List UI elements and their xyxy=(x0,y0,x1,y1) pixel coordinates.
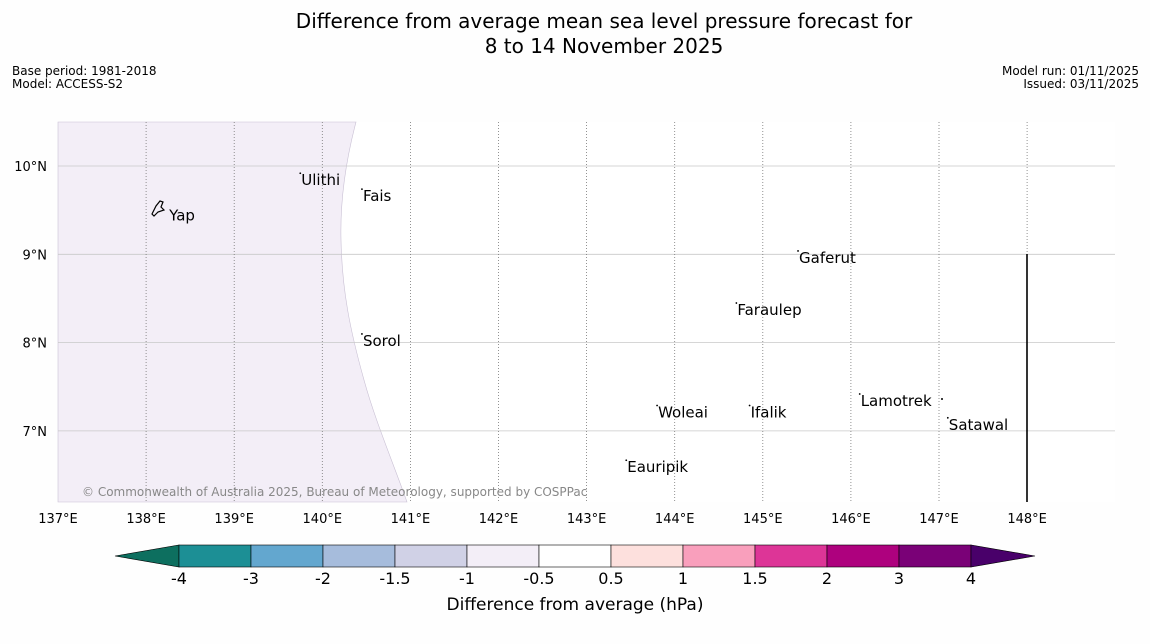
colorbar-tick-label: 4 xyxy=(966,569,976,588)
longitude-label: 143°E xyxy=(567,512,607,527)
colorbar-extend-low xyxy=(114,544,180,568)
place-label: Ifalik xyxy=(751,403,787,421)
latitude-label: 7°N xyxy=(23,425,48,440)
longitude-label: 137°E xyxy=(38,512,78,527)
base-period: Base period: 1981-2018 xyxy=(12,64,157,78)
longitude-label: 146°E xyxy=(831,512,871,527)
colorbar-label: Difference from average (hPa) xyxy=(447,595,704,615)
latitude-label: 10°N xyxy=(14,160,47,175)
title-line-1: Difference from average mean sea level p… xyxy=(295,9,913,33)
longitude-label: 141°E xyxy=(391,512,431,527)
colorbar-tick-label: -2 xyxy=(315,569,331,588)
colorbar-tick-label: -3 xyxy=(243,569,259,588)
colorbar-tick-label: -0.5 xyxy=(523,569,554,588)
longitude-label: 144°E xyxy=(655,512,695,527)
colorbar-segment xyxy=(610,544,684,568)
colorbar-tick-label: 1 xyxy=(678,569,688,588)
colorbar-tick-label: 3 xyxy=(894,569,904,588)
colorbar-segment xyxy=(466,544,540,568)
colorbar-tick-label: -4 xyxy=(171,569,187,588)
colorbar-segment xyxy=(754,544,828,568)
place-label: Sorol xyxy=(363,332,401,350)
chart-title: Difference from average mean sea level p… xyxy=(0,9,1150,59)
longitude-label: 145°E xyxy=(743,512,783,527)
anomaly-region xyxy=(57,121,408,503)
place-label: Lamotrek xyxy=(861,392,932,410)
place-label: Gaferut xyxy=(799,249,856,267)
place-marker xyxy=(299,172,302,175)
colorbar: -4 -3 -2 -1.5 -1 -0.5 0.5 1 1.5 2 3 4 xyxy=(114,544,1036,588)
model-name: Model: ACCESS-S2 xyxy=(12,77,124,91)
longitude-label: 142°E xyxy=(479,512,519,527)
place-marker xyxy=(748,404,751,407)
longitude-label: 139°E xyxy=(214,512,254,527)
place-marker xyxy=(858,393,861,395)
latitude-labels: 10°N 9°N 8°N 7°N xyxy=(14,160,47,440)
colorbar-segment xyxy=(826,544,900,568)
place-marker xyxy=(625,459,628,462)
place-label: Ulithi xyxy=(301,171,340,189)
colorbar-segment xyxy=(682,544,756,568)
colorbar-tick-label: 1.5 xyxy=(742,569,767,588)
latitude-label: 8°N xyxy=(23,337,48,352)
meta-right: Model run: 01/11/2025 Issued: 03/11/2025 xyxy=(1002,65,1139,91)
place-marker xyxy=(361,188,363,191)
colorbar-tick-label: 0.5 xyxy=(598,569,623,588)
copyright-text: © Commonwealth of Australia 2025, Bureau… xyxy=(82,485,587,499)
colorbar-segment xyxy=(394,544,468,568)
longitude-label: 140°E xyxy=(303,512,343,527)
colorbar-segment xyxy=(898,544,972,568)
place-label: Eauripik xyxy=(627,458,688,476)
title-line-2: 8 to 14 November 2025 xyxy=(484,34,724,58)
colorbar-tick-label: -1.5 xyxy=(379,569,410,588)
place-marker xyxy=(361,333,363,335)
issued-date: Issued: 03/11/2025 xyxy=(1023,77,1139,91)
colorbar-segment xyxy=(322,544,396,568)
colorbar-tick-label: 2 xyxy=(822,569,832,588)
place-label: Fais xyxy=(363,187,392,205)
islet-marker xyxy=(941,398,943,400)
model-run: Model run: 01/11/2025 xyxy=(1001,64,1139,78)
colorbar-segment xyxy=(250,544,324,568)
colorbar-tick-label: -1 xyxy=(459,569,475,588)
places-layer: Yap Ulithi Fais Gaferut Faraulep Sorol Woleai I… xyxy=(168,171,1008,476)
place-marker xyxy=(735,302,738,304)
meta-left: Base period: 1981-2018 Model: ACCESS-S2 xyxy=(12,65,157,91)
longitude-label: 147°E xyxy=(919,512,959,527)
longitude-label: 148°E xyxy=(1007,512,1047,527)
colorbar-extend-high xyxy=(970,544,1036,568)
place-marker xyxy=(656,404,658,407)
place-label: Satawal xyxy=(949,416,1008,434)
place-label: Faraulep xyxy=(737,301,801,319)
yap-island-shape xyxy=(151,200,166,217)
place-marker xyxy=(946,416,949,419)
latitude-label: 9°N xyxy=(23,248,48,263)
longitude-label: 138°E xyxy=(126,512,166,527)
colorbar-segment xyxy=(178,544,252,568)
place-label: Yap xyxy=(168,207,195,225)
place-marker xyxy=(797,250,799,252)
colorbar-segment xyxy=(538,544,612,568)
place-label: Woleai xyxy=(658,403,708,421)
longitude-labels: 137°E 138°E 139°E 140°E 141°E 142°E 143°E 144°E… xyxy=(38,512,1047,527)
